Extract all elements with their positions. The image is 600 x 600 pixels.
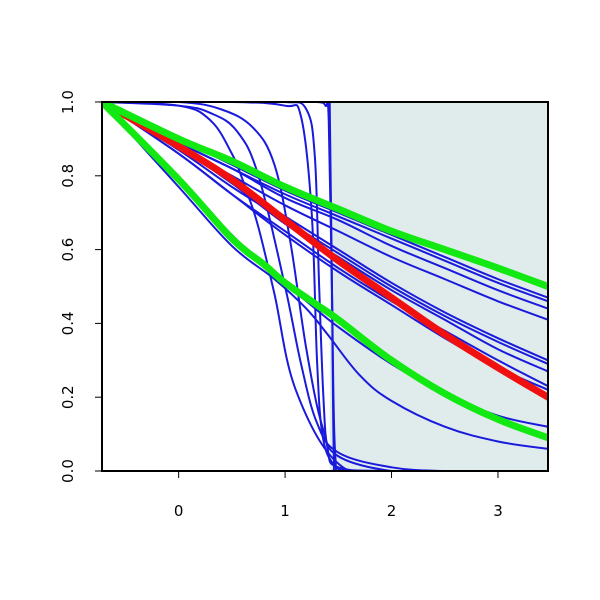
series-line-2 <box>102 102 548 442</box>
plot-frame <box>101 101 549 472</box>
y-tick-label-4: 0.8 <box>59 164 77 188</box>
y-tick-label-0: 0.0 <box>59 459 77 483</box>
series-line-20 <box>102 102 548 471</box>
x-tick-label-2: 2 <box>387 502 397 520</box>
series-line-17 <box>102 102 548 471</box>
series-line-0 <box>102 102 548 401</box>
series-line-8 <box>102 102 548 365</box>
y-tick-label-1: 0.2 <box>59 385 77 409</box>
y-tick-label-3: 0.6 <box>59 238 77 262</box>
plot-area <box>102 102 548 471</box>
y-tick-label-2: 0.4 <box>59 311 77 335</box>
axes: 0 1 2 3 0.0 0.2 0.4 0.6 0.8 1.0 <box>59 90 549 520</box>
x-tick-label-0: 0 <box>174 502 184 520</box>
x-tick-label-3: 3 <box>493 502 503 520</box>
series-line-1 <box>102 102 548 290</box>
x-tick-label-1: 1 <box>280 502 290 520</box>
y-tick-label-5: 1.0 <box>59 90 77 114</box>
series-line-5 <box>102 102 548 310</box>
series-line-15 <box>102 102 548 471</box>
series-line-13 <box>102 102 548 450</box>
series-line-16 <box>102 102 548 471</box>
